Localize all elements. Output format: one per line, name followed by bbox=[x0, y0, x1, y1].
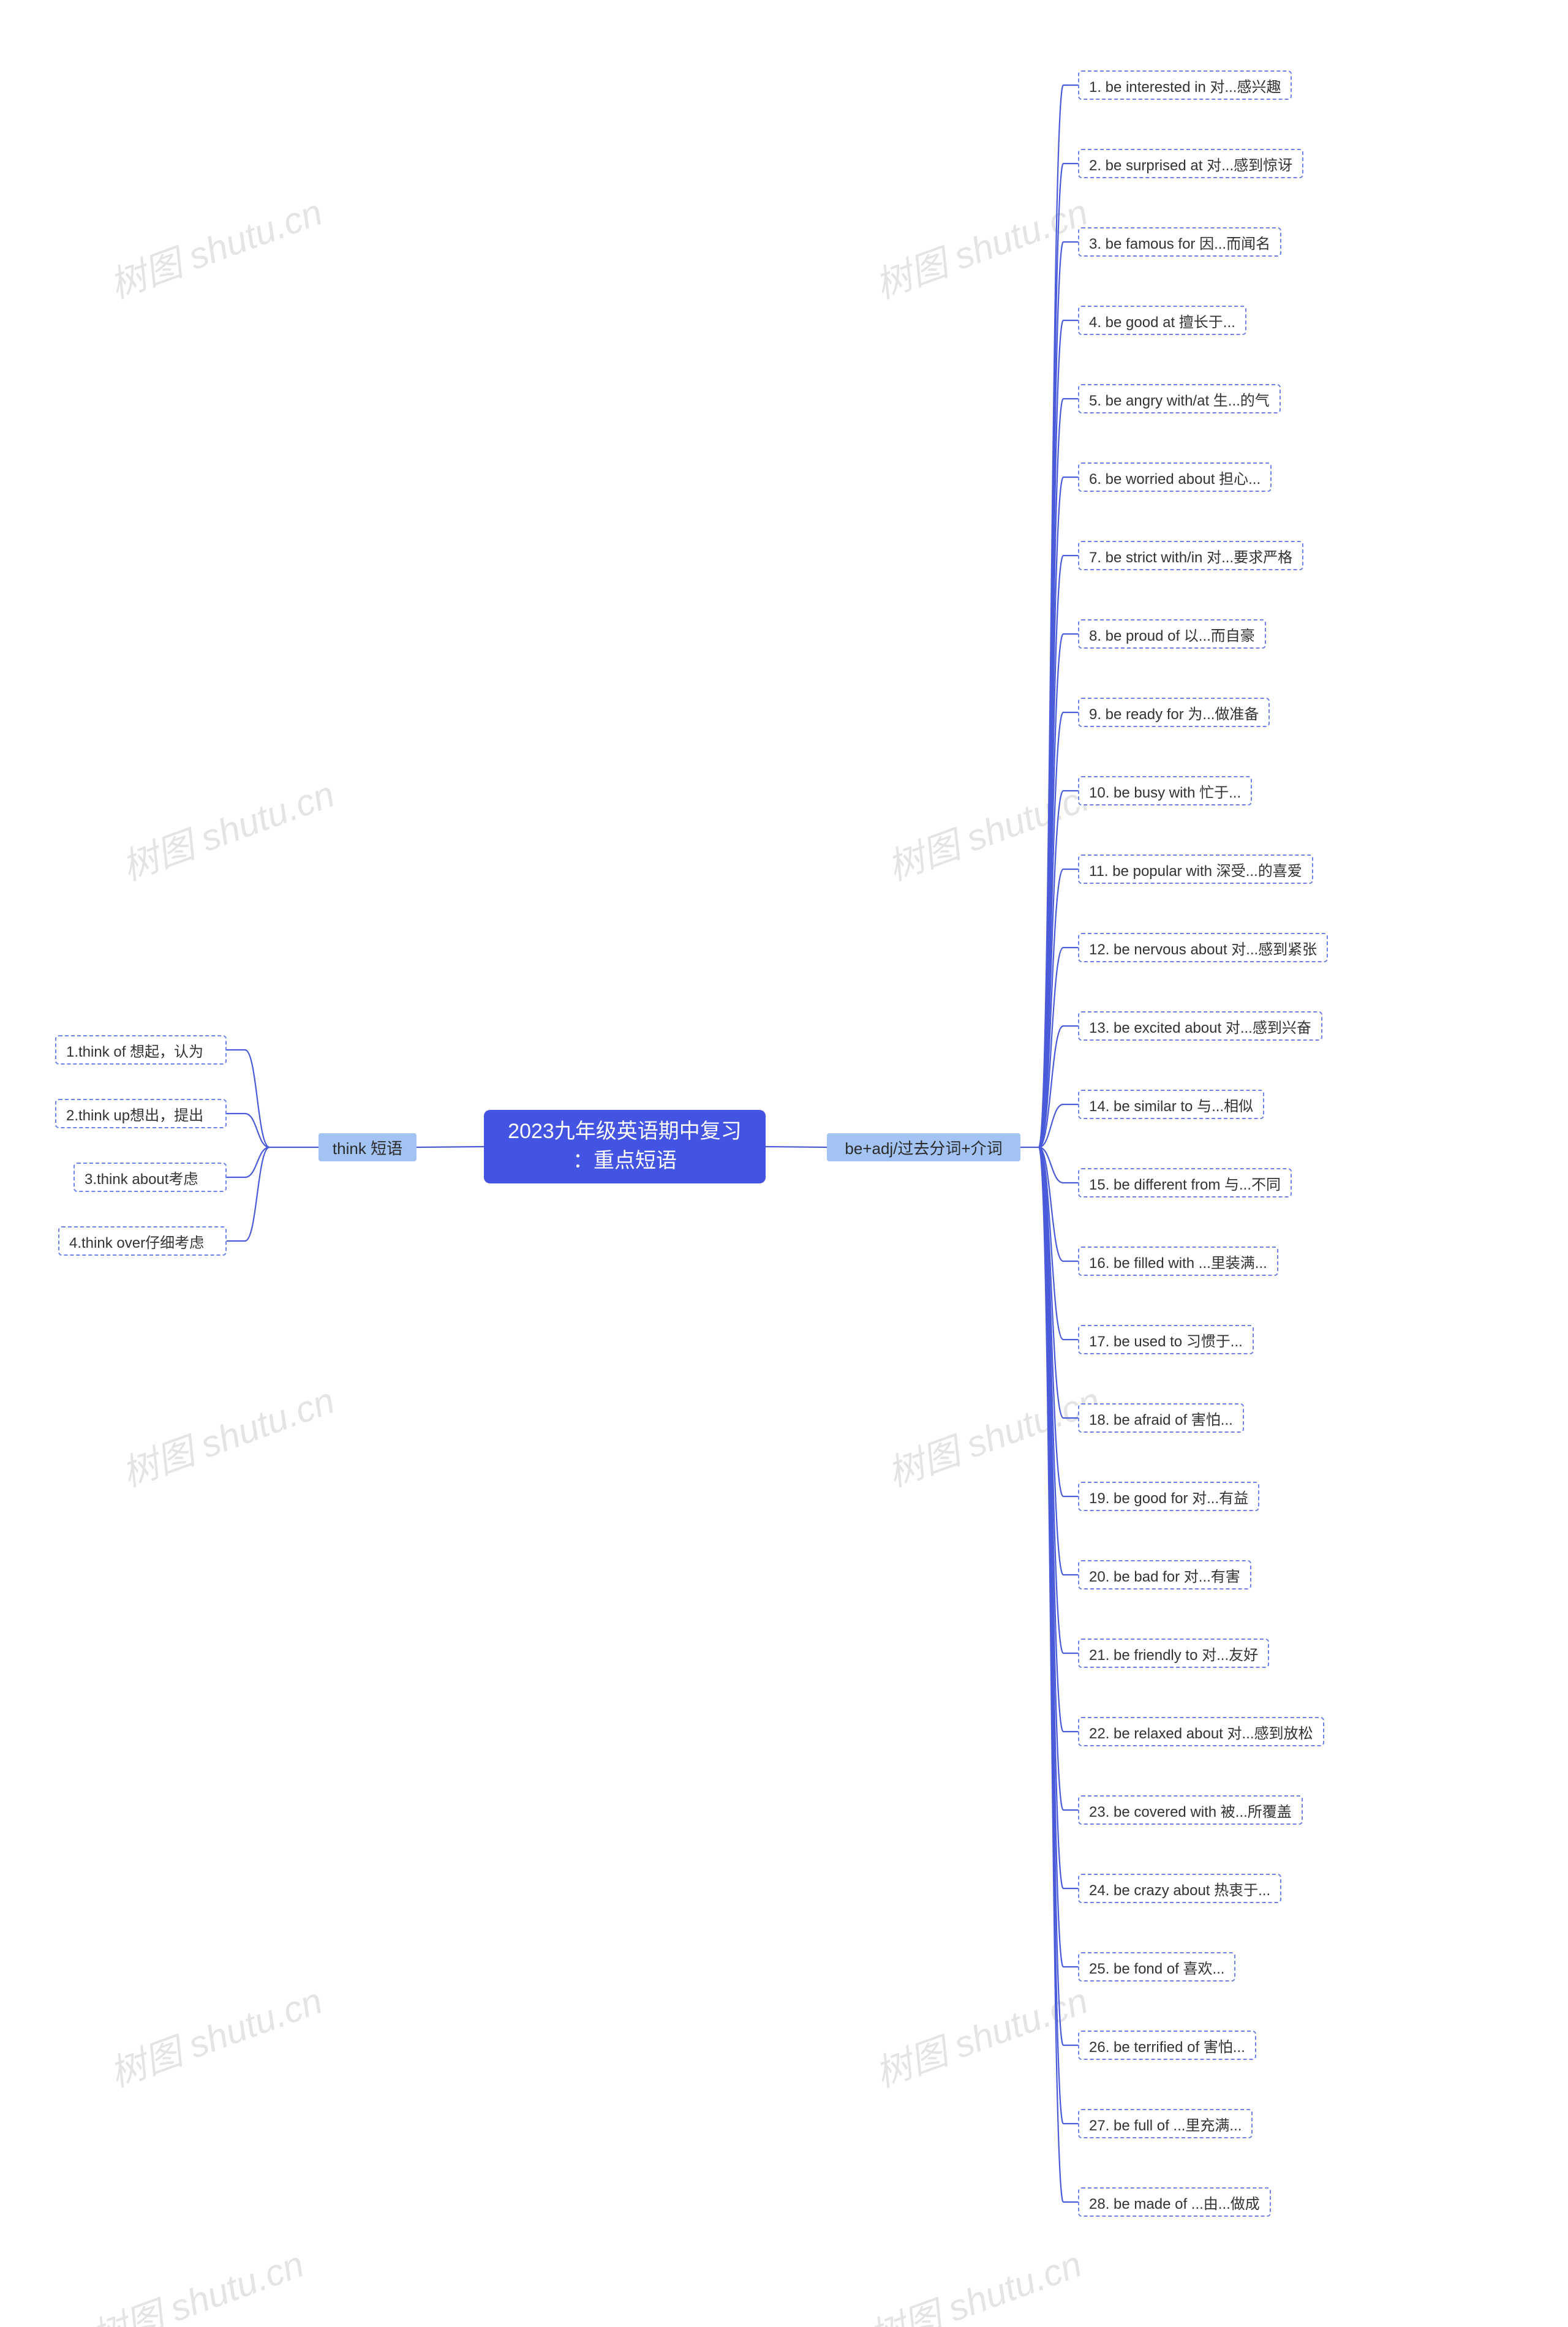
leaf-think-3-label: 3.think about考虑 bbox=[85, 1167, 198, 1188]
leaf-be-11-label: 11. be popular with 深受...的喜爱 bbox=[1089, 859, 1302, 880]
leaf-be-12-label: 12. be nervous about 对...感到紧张 bbox=[1089, 937, 1317, 959]
leaf-be-17: 17. be used to 习惯于... bbox=[1078, 1325, 1254, 1354]
root-label-line1: 2023九年级英语期中复习 bbox=[508, 1120, 742, 1143]
leaf-be-18: 18. be afraid of 害怕... bbox=[1078, 1403, 1244, 1433]
leaf-be-19: 19. be good for 对...有益 bbox=[1078, 1482, 1259, 1511]
leaf-be-2: 2. be surprised at 对...感到惊讶 bbox=[1078, 149, 1303, 178]
leaf-be-9-label: 9. be ready for 为...做准备 bbox=[1089, 702, 1259, 723]
leaf-be-17-label: 17. be used to 习惯于... bbox=[1089, 1329, 1243, 1351]
leaf-be-5-label: 5. be angry with/at 生...的气 bbox=[1089, 388, 1270, 410]
branch-be-adj: be+adj/过去分词+介词 bbox=[827, 1133, 1020, 1161]
leaf-be-28-label: 28. be made of ...由...做成 bbox=[1089, 2192, 1260, 2213]
leaf-be-7-label: 7. be strict with/in 对...要求严格 bbox=[1089, 545, 1292, 567]
branch-be-adj-label: be+adj/过去分词+介词 bbox=[845, 1136, 1002, 1159]
leaf-be-21: 21. be friendly to 对...友好 bbox=[1078, 1639, 1269, 1668]
leaf-be-19-label: 19. be good for 对...有益 bbox=[1089, 1486, 1248, 1507]
watermark-text: 树图 shutu.cn bbox=[879, 764, 1106, 891]
leaf-be-15-label: 15. be different from 与...不同 bbox=[1089, 1172, 1281, 1194]
leaf-be-20: 20. be bad for 对...有害 bbox=[1078, 1560, 1251, 1590]
watermark-text: 树图 shutu.cn bbox=[101, 183, 328, 309]
leaf-be-13: 13. be excited about 对...感到兴奋 bbox=[1078, 1011, 1322, 1041]
watermark-text: 树图 shutu.cn bbox=[83, 2235, 310, 2327]
leaf-be-10-label: 10. be busy with 忙于... bbox=[1089, 780, 1241, 802]
leaf-be-8: 8. be proud of 以...而自豪 bbox=[1078, 619, 1266, 649]
leaf-think-4-label: 4.think over仔细考虑 bbox=[69, 1231, 204, 1252]
leaf-think-2-label: 2.think up想出，提出 bbox=[66, 1103, 203, 1125]
leaf-be-21-label: 21. be friendly to 对...友好 bbox=[1089, 1643, 1258, 1664]
leaf-be-23-label: 23. be covered with 被...所覆盖 bbox=[1089, 1800, 1292, 1821]
leaf-be-7: 7. be strict with/in 对...要求严格 bbox=[1078, 541, 1303, 570]
leaf-be-18-label: 18. be afraid of 害怕... bbox=[1089, 1408, 1233, 1429]
leaf-be-8-label: 8. be proud of 以...而自豪 bbox=[1089, 624, 1255, 645]
leaf-be-2-label: 2. be surprised at 对...感到惊讶 bbox=[1089, 153, 1292, 175]
leaf-be-5: 5. be angry with/at 生...的气 bbox=[1078, 384, 1281, 413]
leaf-be-27-label: 27. be full of ...里充满... bbox=[1089, 2113, 1242, 2135]
leaf-be-10: 10. be busy with 忙于... bbox=[1078, 776, 1252, 805]
leaf-be-15: 15. be different from 与...不同 bbox=[1078, 1168, 1292, 1197]
leaf-be-20-label: 20. be bad for 对...有害 bbox=[1089, 1564, 1240, 1586]
leaf-be-3-label: 3. be famous for 因...而闻名 bbox=[1089, 232, 1270, 253]
branch-think: think 短语 bbox=[318, 1133, 417, 1161]
watermark-text: 树图 shutu.cn bbox=[861, 2235, 1088, 2327]
leaf-be-25-label: 25. be fond of 喜欢... bbox=[1089, 1956, 1224, 1978]
leaf-think-1-label: 1.think of 想起，认为 bbox=[66, 1039, 203, 1061]
mindmap-root-node: 2023九年级英语期中复习 ：重点短语 bbox=[484, 1110, 766, 1183]
leaf-be-1-label: 1. be interested in 对...感兴趣 bbox=[1089, 75, 1281, 96]
leaf-be-3: 3. be famous for 因...而闻名 bbox=[1078, 227, 1281, 257]
leaf-be-14-label: 14. be similar to 与...相似 bbox=[1089, 1094, 1253, 1115]
leaf-think-3: 3.think about考虑 bbox=[74, 1163, 227, 1192]
leaf-be-23: 23. be covered with 被...所覆盖 bbox=[1078, 1795, 1303, 1825]
leaf-be-16: 16. be filled with ...里装满... bbox=[1078, 1246, 1278, 1276]
leaf-be-26: 26. be terrified of 害怕... bbox=[1078, 2031, 1256, 2060]
branch-think-label: think 短语 bbox=[333, 1136, 402, 1159]
leaf-think-4: 4.think over仔细考虑 bbox=[58, 1226, 227, 1256]
leaf-be-13-label: 13. be excited about 对...感到兴奋 bbox=[1089, 1016, 1311, 1037]
leaf-be-11: 11. be popular with 深受...的喜爱 bbox=[1078, 854, 1313, 884]
mindmap-connectors bbox=[0, 0, 1568, 2327]
watermark-text: 树图 shutu.cn bbox=[879, 1371, 1106, 1497]
leaf-be-26-label: 26. be terrified of 害怕... bbox=[1089, 2035, 1245, 2056]
leaf-be-6-label: 6. be worried about 担心... bbox=[1089, 467, 1261, 488]
watermark-text: 树图 shutu.cn bbox=[867, 183, 1094, 309]
watermark-text: 树图 shutu.cn bbox=[101, 1971, 328, 2097]
leaf-be-1: 1. be interested in 对...感兴趣 bbox=[1078, 70, 1292, 100]
leaf-be-28: 28. be made of ...由...做成 bbox=[1078, 2187, 1271, 2217]
leaf-be-12: 12. be nervous about 对...感到紧张 bbox=[1078, 933, 1328, 962]
watermark-text: 树图 shutu.cn bbox=[867, 1971, 1094, 2097]
leaf-be-14: 14. be similar to 与...相似 bbox=[1078, 1090, 1264, 1119]
watermark-text: 树图 shutu.cn bbox=[113, 764, 341, 891]
leaf-be-16-label: 16. be filled with ...里装满... bbox=[1089, 1251, 1267, 1272]
leaf-be-22: 22. be relaxed about 对...感到放松 bbox=[1078, 1717, 1324, 1746]
leaf-be-4: 4. be good at 擅长于... bbox=[1078, 306, 1246, 335]
leaf-think-1: 1.think of 想起，认为 bbox=[55, 1035, 227, 1065]
leaf-be-27: 27. be full of ...里充满... bbox=[1078, 2109, 1253, 2138]
leaf-be-24: 24. be crazy about 热衷于... bbox=[1078, 1874, 1281, 1903]
leaf-be-22-label: 22. be relaxed about 对...感到放松 bbox=[1089, 1721, 1313, 1743]
root-label-line2: ：重点短语 bbox=[573, 1149, 677, 1172]
leaf-think-2: 2.think up想出，提出 bbox=[55, 1099, 227, 1128]
leaf-be-25: 25. be fond of 喜欢... bbox=[1078, 1952, 1235, 1982]
leaf-be-24-label: 24. be crazy about 热衷于... bbox=[1089, 1878, 1270, 1899]
leaf-be-6: 6. be worried about 担心... bbox=[1078, 462, 1272, 492]
watermark-text: 树图 shutu.cn bbox=[113, 1371, 341, 1497]
leaf-be-9: 9. be ready for 为...做准备 bbox=[1078, 698, 1270, 727]
leaf-be-4-label: 4. be good at 擅长于... bbox=[1089, 310, 1235, 331]
